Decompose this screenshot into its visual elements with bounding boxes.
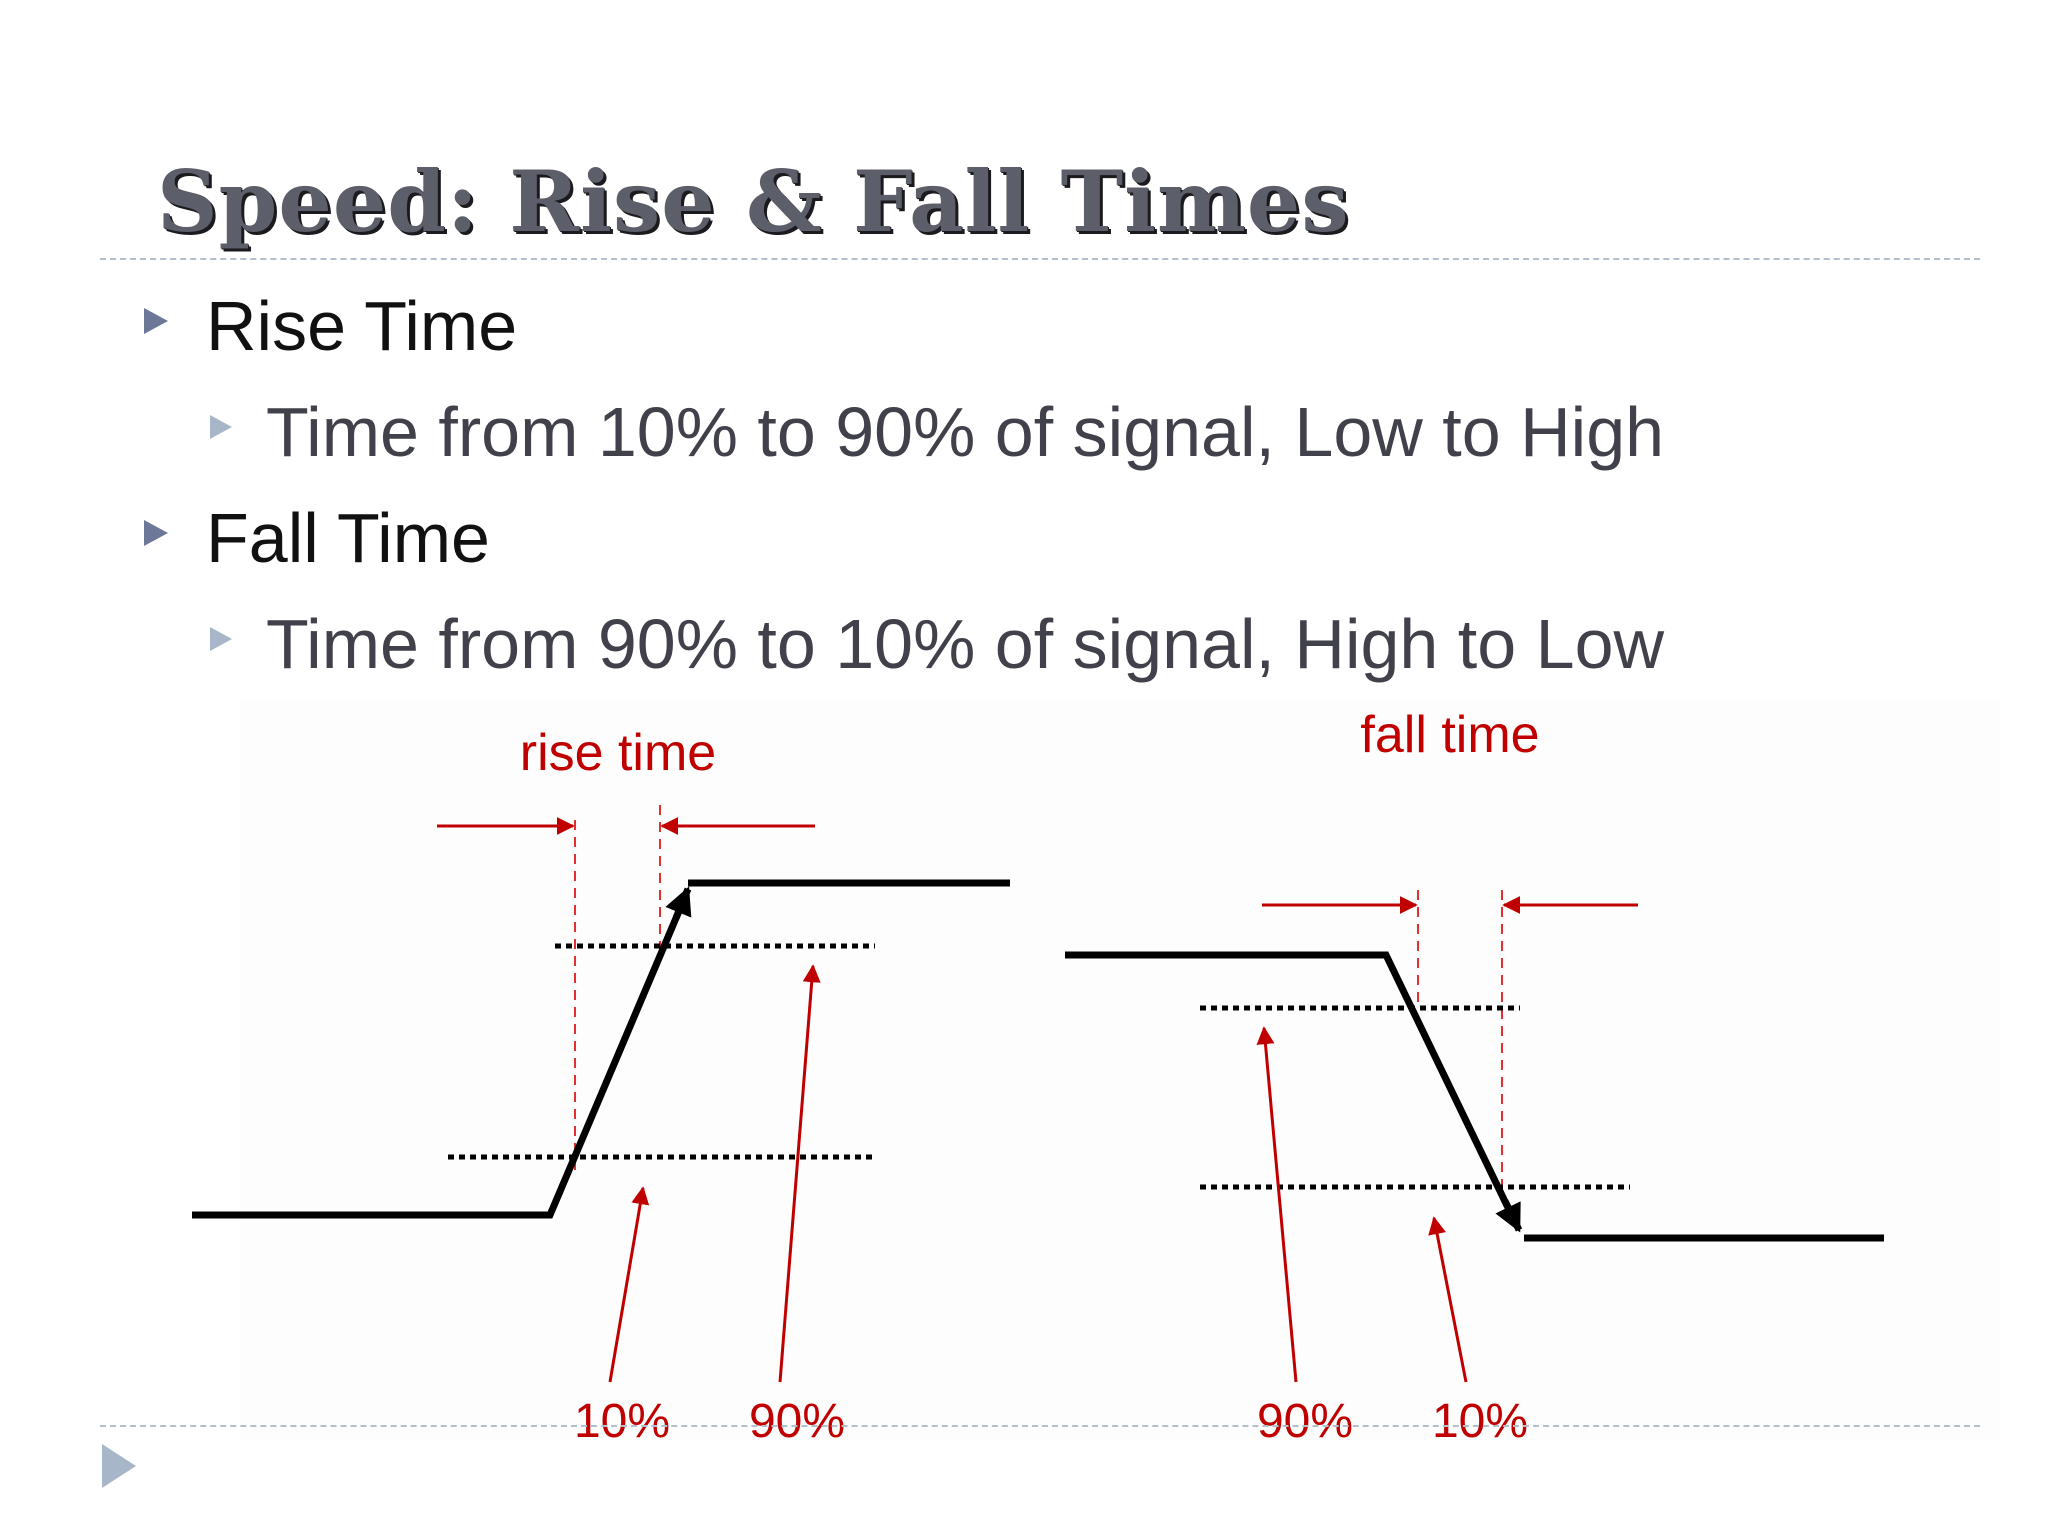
rise-signal-arrowhead	[665, 886, 692, 920]
sub-bullet-marker-icon	[210, 415, 232, 439]
title-divider	[100, 258, 1980, 260]
diagram-background	[240, 700, 2000, 1440]
footer-divider	[100, 1425, 1980, 1427]
rise-time-heading: rise time	[520, 724, 716, 782]
rise-signal-ramp	[192, 902, 686, 1219]
footer-triangle-icon	[102, 1444, 136, 1488]
fall-signal-ramp	[1065, 951, 1516, 1218]
sub-bullet-text: Time from 10% to 90% of signal, Low to H…	[266, 393, 1665, 471]
fall-90-label: 90%	[1257, 1395, 1353, 1448]
bullet-marker-icon	[144, 308, 168, 334]
fall-10-label: 10%	[1432, 1395, 1528, 1448]
fall-time-heading: fall time	[1360, 706, 1539, 764]
fall-90-pointer-arrow	[1256, 1026, 1298, 1383]
bullet-label: Rise Time	[206, 287, 518, 365]
sub-bullet-marker-icon	[210, 627, 232, 651]
rise-waveform-group: rise time 10% 90%	[192, 724, 1010, 1448]
rise-10-label: 10%	[574, 1395, 670, 1448]
fall-waveform-group: fall time 90% 10%	[1065, 706, 1884, 1448]
rise-90-label: 90%	[749, 1395, 845, 1448]
bullet-marker-icon	[144, 520, 168, 546]
rise-10-pointer-arrow	[608, 1186, 650, 1383]
sub-bullet-text: Time from 90% to 10% of signal, High to …	[266, 605, 1665, 683]
rise-90-pointer-arrow	[778, 964, 821, 1383]
fall-10-pointer-arrow	[1428, 1216, 1468, 1383]
bullet-label: Fall Time	[206, 499, 490, 577]
fall-signal-arrowhead	[1495, 1199, 1523, 1233]
slide-title: Speed: Rise & Fall Times	[157, 152, 1350, 251]
